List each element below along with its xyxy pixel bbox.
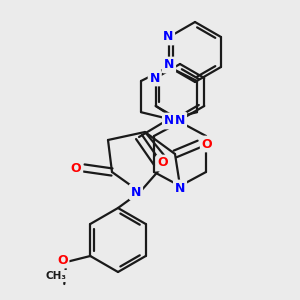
Text: N: N xyxy=(150,71,160,85)
Text: O: O xyxy=(57,254,68,266)
Text: O: O xyxy=(71,161,81,175)
Text: O: O xyxy=(202,137,212,151)
Text: O: O xyxy=(158,157,168,169)
Text: N: N xyxy=(163,31,173,44)
Text: N: N xyxy=(164,115,174,128)
Text: N: N xyxy=(175,182,185,194)
Text: N: N xyxy=(175,113,185,127)
Text: N: N xyxy=(164,58,174,71)
Text: N: N xyxy=(131,185,141,199)
Text: CH₃: CH₃ xyxy=(46,271,67,281)
